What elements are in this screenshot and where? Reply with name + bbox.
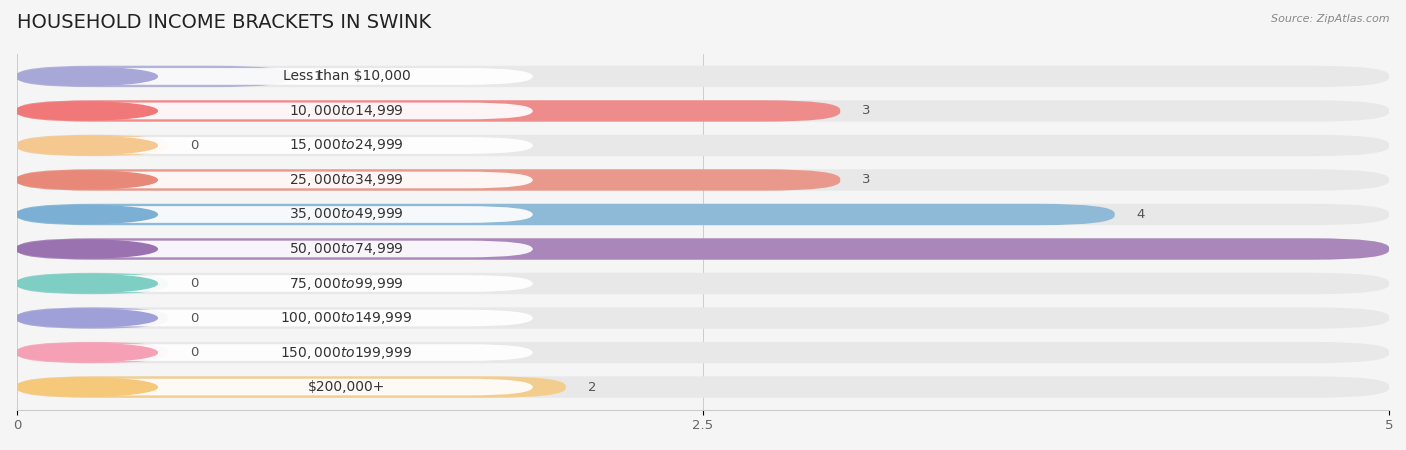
Text: 3: 3 [862,174,870,186]
Text: Less than $10,000: Less than $10,000 [283,69,411,83]
FancyBboxPatch shape [25,137,533,154]
FancyBboxPatch shape [17,307,1389,329]
Text: 0: 0 [190,346,198,359]
FancyBboxPatch shape [17,169,1389,191]
Circle shape [14,171,157,189]
FancyBboxPatch shape [25,206,533,223]
Text: 2: 2 [588,381,596,394]
Circle shape [14,240,157,258]
Circle shape [14,343,157,361]
FancyBboxPatch shape [17,342,1389,363]
Text: 0: 0 [190,139,198,152]
FancyBboxPatch shape [25,310,533,326]
FancyBboxPatch shape [25,171,533,188]
Circle shape [14,102,157,120]
FancyBboxPatch shape [17,204,1115,225]
Text: 0: 0 [190,277,198,290]
FancyBboxPatch shape [17,238,1389,260]
FancyBboxPatch shape [17,307,167,329]
Text: HOUSEHOLD INCOME BRACKETS IN SWINK: HOUSEHOLD INCOME BRACKETS IN SWINK [17,14,432,32]
FancyBboxPatch shape [17,100,841,122]
FancyBboxPatch shape [17,135,1389,156]
FancyBboxPatch shape [17,135,167,156]
Text: $25,000 to $34,999: $25,000 to $34,999 [290,172,404,188]
Text: 0: 0 [190,311,198,324]
Text: $150,000 to $199,999: $150,000 to $199,999 [280,345,413,360]
Text: 4: 4 [1136,208,1144,221]
FancyBboxPatch shape [17,169,841,191]
FancyBboxPatch shape [17,376,1389,398]
FancyBboxPatch shape [17,66,1389,87]
Circle shape [14,309,157,327]
Text: $75,000 to $99,999: $75,000 to $99,999 [290,275,404,292]
Text: $10,000 to $14,999: $10,000 to $14,999 [290,103,404,119]
Text: 1: 1 [314,70,322,83]
Circle shape [14,136,157,154]
FancyBboxPatch shape [25,275,533,292]
Text: $35,000 to $49,999: $35,000 to $49,999 [290,207,404,222]
Text: $15,000 to $24,999: $15,000 to $24,999 [290,137,404,153]
Text: $100,000 to $149,999: $100,000 to $149,999 [280,310,413,326]
FancyBboxPatch shape [25,103,533,119]
FancyBboxPatch shape [17,342,167,363]
FancyBboxPatch shape [17,376,565,398]
Circle shape [14,206,157,224]
FancyBboxPatch shape [17,273,167,294]
FancyBboxPatch shape [17,204,1389,225]
FancyBboxPatch shape [25,241,533,257]
Text: $200,000+: $200,000+ [308,380,385,394]
Circle shape [14,274,157,292]
Circle shape [14,68,157,86]
FancyBboxPatch shape [17,66,291,87]
Text: Source: ZipAtlas.com: Source: ZipAtlas.com [1271,14,1389,23]
FancyBboxPatch shape [17,238,1389,260]
FancyBboxPatch shape [17,100,1389,122]
FancyBboxPatch shape [25,68,533,85]
Circle shape [14,378,157,396]
FancyBboxPatch shape [25,344,533,361]
FancyBboxPatch shape [25,379,533,396]
FancyBboxPatch shape [17,273,1389,294]
Text: $50,000 to $74,999: $50,000 to $74,999 [290,241,404,257]
Text: 3: 3 [862,104,870,117]
